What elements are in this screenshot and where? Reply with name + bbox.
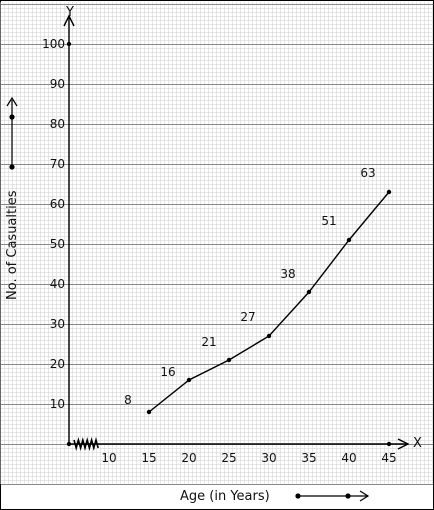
x-tick-label: 40 [341, 451, 356, 465]
data-label: 8 [124, 393, 132, 407]
x-axis-letter: X [413, 436, 422, 451]
x-tick-label: 15 [141, 451, 156, 465]
x-axis-end-dot [386, 441, 392, 447]
x-tick-label: 20 [181, 451, 196, 465]
data-point [346, 237, 352, 243]
y-axis-title: No. of Casualties [5, 190, 20, 300]
data-point [266, 333, 272, 339]
origin-dot [66, 441, 72, 447]
data-label: 16 [160, 365, 175, 379]
x-axis-arrowhead-icon [397, 438, 410, 450]
axis-break-icon [73, 436, 99, 452]
data-point [226, 357, 232, 363]
data-point [186, 377, 192, 383]
tick-labels: 10 20 30 40 50 60 70 80 90 100 10 15 20 25 30 35 40 45 [42, 37, 397, 465]
x-tick-label: 10 [101, 451, 116, 465]
data-point [386, 189, 392, 195]
y-direction-arrow-icon [6, 96, 18, 170]
data-labels: 8 16 21 27 38 51 63 [124, 166, 375, 407]
y-axis-letter: Y [65, 5, 74, 20]
y-tick-label: 10 [50, 397, 65, 411]
y-tick-label: 80 [50, 117, 65, 131]
x-tick-label: 35 [301, 451, 316, 465]
y-tick-label: 20 [50, 357, 65, 371]
y-tick-label: 100 [42, 37, 65, 51]
y-axis-end-dot [66, 41, 72, 47]
data-point [306, 289, 312, 295]
y-tick-label: 40 [50, 277, 65, 291]
x-direction-arrow-icon [295, 490, 370, 502]
y-axis-arrowhead-icon [63, 14, 75, 27]
series-casualties [146, 189, 392, 415]
data-label: 21 [201, 335, 216, 349]
axes [63, 14, 410, 452]
y-tick-label: 30 [50, 317, 65, 331]
y-tick-label: 50 [50, 237, 65, 251]
x-tick-label: 25 [221, 451, 236, 465]
data-label: 63 [360, 166, 375, 180]
y-tick-label: 70 [50, 157, 65, 171]
y-tick-label: 90 [50, 77, 65, 91]
x-tick-label: 30 [261, 451, 276, 465]
data-label: 51 [321, 214, 336, 228]
x-axis-title: Age (in Years) [180, 489, 270, 504]
grid [0, 2, 433, 485]
data-label: 27 [240, 310, 255, 324]
data-point [146, 409, 152, 415]
data-label: 38 [280, 267, 295, 281]
x-tick-label: 45 [381, 451, 396, 465]
y-tick-label: 60 [50, 197, 65, 211]
